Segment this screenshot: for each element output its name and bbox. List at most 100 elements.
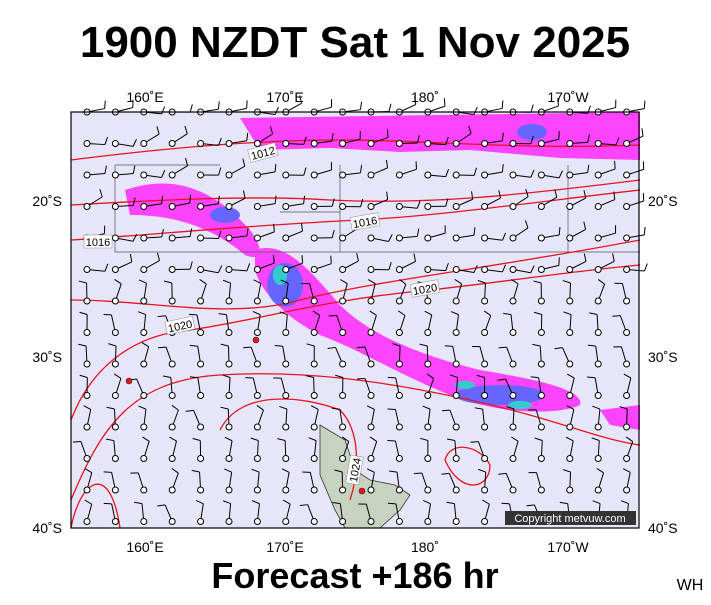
barb-station: [368, 456, 374, 462]
barb-feather: [274, 224, 275, 232]
barb-station: [538, 424, 544, 430]
barb-station: [311, 361, 317, 367]
barb-station: [226, 204, 232, 210]
lon-label: 170˚W: [547, 539, 589, 555]
barb-feather: [502, 100, 503, 108]
barb-station: [226, 267, 232, 273]
barb-station: [226, 141, 232, 147]
barb-station: [198, 456, 204, 462]
barb-station: [254, 393, 260, 399]
lat-label: 20˚S: [32, 193, 62, 209]
barb-station: [368, 519, 374, 525]
barb-station: [482, 235, 488, 241]
barb-station: [510, 204, 516, 210]
barb-station: [368, 361, 374, 367]
barb-feather: [73, 442, 81, 443]
barb-station: [368, 330, 374, 336]
lon-label: 160˚E: [126, 539, 163, 555]
barb-station: [510, 267, 516, 273]
barb-station: [226, 487, 232, 493]
barb-station: [226, 424, 232, 430]
barb-feather: [189, 314, 197, 315]
barb-station: [538, 235, 544, 241]
barb-station: [226, 172, 232, 178]
barb-station: [283, 393, 289, 399]
barb-feather: [247, 100, 248, 108]
barb-station: [396, 235, 402, 241]
barb-station: [624, 330, 630, 336]
barb-station: [510, 235, 516, 241]
barb-station: [567, 298, 573, 304]
barb-station: [254, 141, 260, 147]
barb-station: [311, 235, 317, 241]
barb-station: [510, 424, 516, 430]
barb-station: [624, 267, 630, 273]
lat-label: 40˚S: [648, 520, 678, 536]
initials: WH: [677, 577, 704, 594]
barb-station: [169, 361, 175, 367]
barb-station: [510, 361, 516, 367]
barb-feather: [644, 101, 645, 109]
barb-station: [482, 204, 488, 210]
barb-station: [453, 424, 459, 430]
barb-station: [482, 393, 488, 399]
barb-station: [510, 172, 516, 178]
barb-station: [226, 456, 232, 462]
barb-station: [595, 204, 601, 210]
barb-station: [112, 330, 118, 336]
barb-station: [567, 393, 573, 399]
barb-station: [311, 456, 317, 462]
barb-station: [169, 424, 175, 430]
barb-station: [84, 267, 90, 273]
barb-station: [340, 487, 346, 493]
barb-feather: [218, 101, 219, 109]
barb-station: [368, 267, 374, 273]
barb-station: [112, 172, 118, 178]
barb-feather: [531, 105, 533, 113]
barb-station: [538, 361, 544, 367]
barb-station: [368, 424, 374, 430]
barb-station: [567, 456, 573, 462]
barb-station: [425, 424, 431, 430]
barb-station: [396, 424, 402, 430]
barb-station: [368, 393, 374, 399]
barb-station: [283, 330, 289, 336]
barb-station: [112, 487, 118, 493]
barb-station: [567, 330, 573, 336]
barb-station: [198, 330, 204, 336]
barb-feather: [190, 195, 191, 203]
barb-station: [84, 393, 90, 399]
barb-station: [425, 298, 431, 304]
barb-station: [84, 330, 90, 336]
barb-station: [112, 204, 118, 210]
title: 1900 NZDT Sat 1 Nov 2025: [80, 18, 630, 67]
barb-station: [425, 172, 431, 178]
barb-station: [283, 424, 289, 430]
barb-station: [226, 519, 232, 525]
lon-label: 160˚E: [126, 89, 163, 105]
barb-station: [254, 298, 260, 304]
barb-station: [84, 141, 90, 147]
barb-station: [283, 361, 289, 367]
barb-station: [396, 298, 402, 304]
barb-station: [567, 424, 573, 430]
barb-station: [538, 487, 544, 493]
barb-station: [510, 298, 516, 304]
barb-feather: [642, 128, 643, 136]
barb-station: [595, 267, 601, 273]
barb-station: [311, 519, 317, 525]
barb-station: [624, 361, 630, 367]
barb-station: [425, 267, 431, 273]
barb-station: [567, 267, 573, 273]
barb-station: [141, 141, 147, 147]
lon-label: 180˚: [411, 539, 439, 555]
barb-station: [169, 141, 175, 147]
barb-station: [254, 424, 260, 430]
barb-station: [283, 456, 289, 462]
barb-station: [453, 393, 459, 399]
barb-station: [311, 298, 317, 304]
barb-station: [112, 424, 118, 430]
barb-station: [425, 204, 431, 210]
barb-station: [482, 519, 488, 525]
barb-station: [311, 267, 317, 273]
